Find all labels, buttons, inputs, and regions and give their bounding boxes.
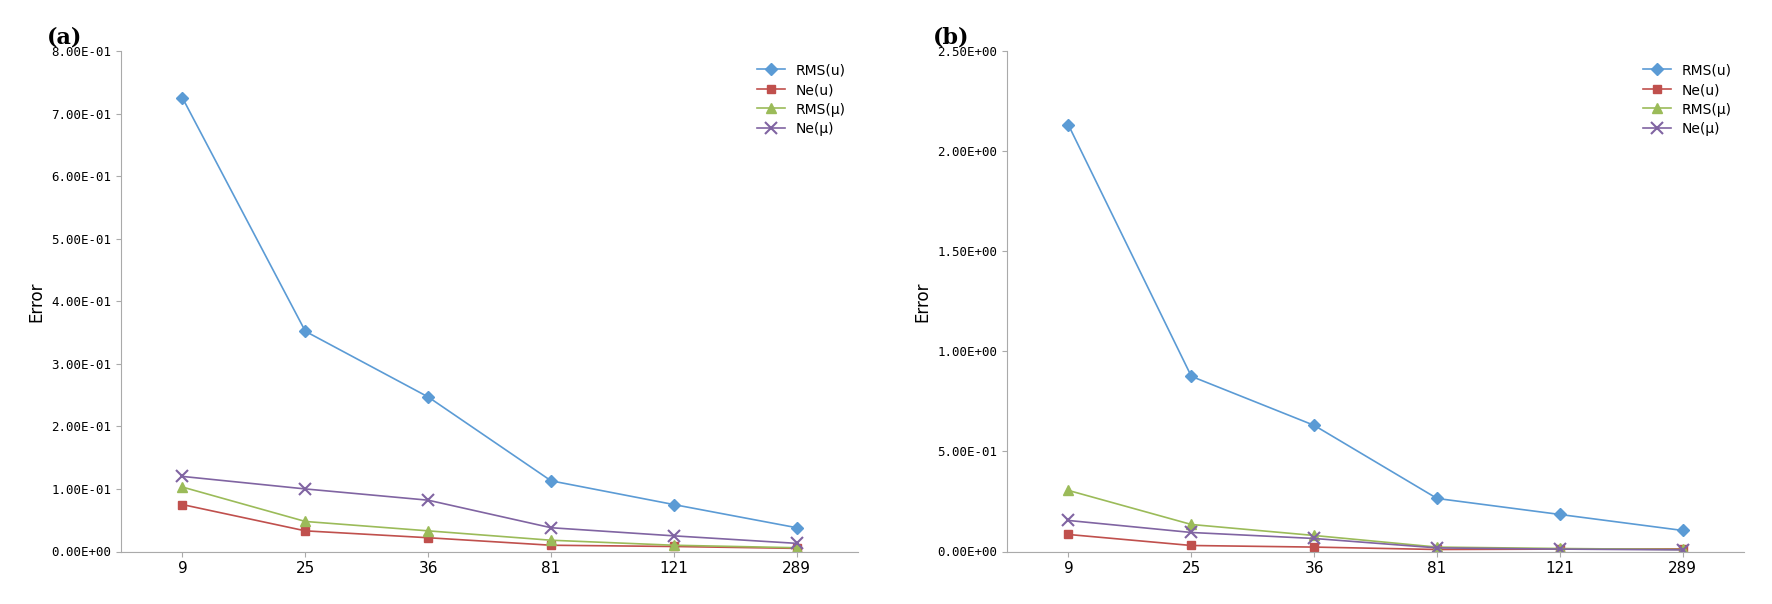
Line: Ne(μ): Ne(μ) [1063,515,1689,556]
Ne(u) [172,501,193,508]
RMS(u) [1058,121,1079,129]
Ne(μ) [1426,544,1448,551]
Ne(u) [418,534,439,541]
Ne(μ) [1180,529,1201,536]
Ne(μ) [787,540,808,547]
Line: Ne(μ): Ne(μ) [177,471,803,549]
Line: RMS(u): RMS(u) [179,94,801,532]
Text: (b): (b) [934,26,969,48]
Ne(μ) [1549,545,1570,553]
Ne(u) [1180,542,1201,549]
RMS(u) [418,393,439,400]
Y-axis label: Error: Error [914,281,932,321]
Ne(u) [540,542,562,549]
RMS(μ) [787,544,808,551]
Legend: RMS(u), Ne(u), RMS(μ), Ne(μ): RMS(u), Ne(u), RMS(μ), Ne(μ) [1637,58,1737,142]
RMS(μ) [663,542,684,549]
Ne(μ) [663,532,684,539]
Ne(u) [787,545,808,552]
Ne(u) [1673,545,1694,553]
Ne(μ) [1673,546,1694,553]
Ne(μ) [1058,517,1079,524]
Ne(u) [663,543,684,550]
RMS(μ) [294,518,315,525]
RMS(u) [172,94,193,101]
Ne(u) [294,527,315,535]
RMS(μ) [1058,487,1079,494]
Ne(μ) [294,486,315,493]
RMS(u) [1304,422,1325,429]
RMS(μ) [172,483,193,490]
RMS(μ) [418,527,439,535]
Legend: RMS(u), Ne(u), RMS(μ), Ne(μ): RMS(u), Ne(u), RMS(μ), Ne(μ) [751,58,851,142]
RMS(u) [663,501,684,508]
RMS(μ) [1304,532,1325,539]
RMS(μ) [540,536,562,544]
Ne(μ) [540,524,562,532]
Line: Ne(u): Ne(u) [1065,530,1687,554]
Ne(u) [1058,531,1079,538]
Ne(u) [1304,544,1325,551]
Ne(u) [1549,545,1570,553]
Line: RMS(u): RMS(u) [1065,121,1687,535]
RMS(μ) [1673,546,1694,553]
Ne(μ) [1304,535,1325,542]
Ne(μ) [418,496,439,504]
Line: Ne(u): Ne(u) [179,501,801,553]
RMS(μ) [1426,544,1448,551]
RMS(u) [540,477,562,484]
RMS(u) [294,327,315,335]
RMS(u) [1426,495,1448,502]
RMS(u) [1180,373,1201,380]
Ne(μ) [172,473,193,480]
RMS(u) [1549,511,1570,518]
Line: RMS(μ): RMS(μ) [177,482,801,553]
Line: RMS(μ): RMS(μ) [1063,486,1687,554]
RMS(u) [787,524,808,532]
Ne(u) [1426,546,1448,553]
RMS(μ) [1180,521,1201,528]
RMS(u) [1673,527,1694,534]
Y-axis label: Error: Error [28,281,46,321]
Text: (a): (a) [48,26,83,48]
RMS(μ) [1549,545,1570,552]
